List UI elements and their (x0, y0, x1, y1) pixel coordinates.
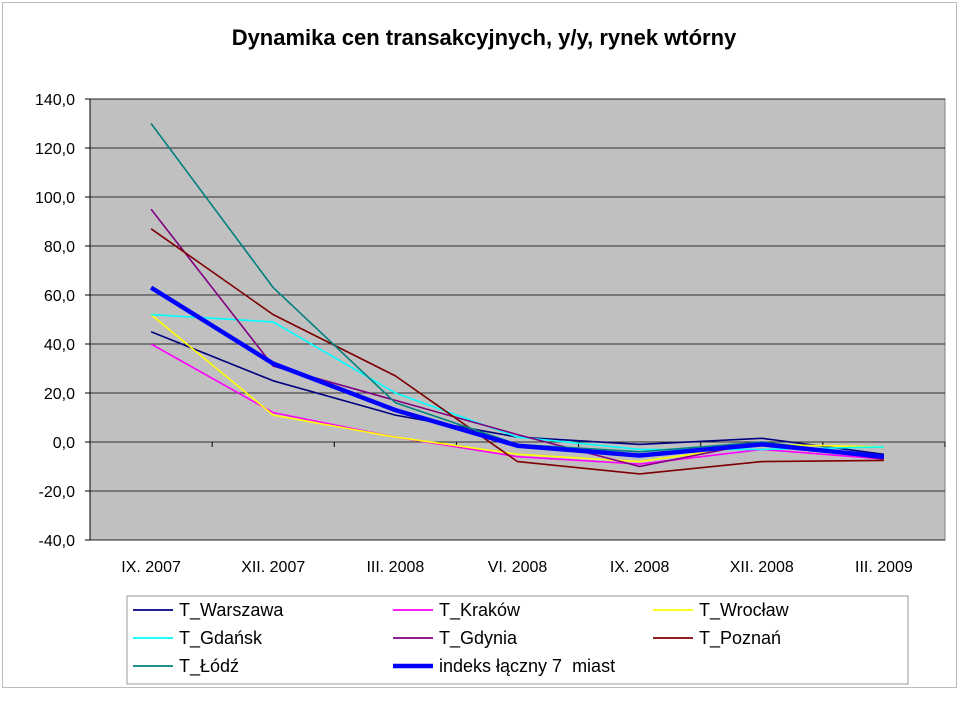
plot-background (89, 98, 946, 541)
x-tick-label: III. 2008 (366, 559, 424, 576)
legend-box (126, 595, 909, 685)
series-line-t-gdańsk (151, 313, 884, 451)
legend-label: T_Wrocław (699, 600, 790, 621)
legend: T_Warszawa T_Kraków T_Wrocław T_Gdańsk T_Gdy… (126, 595, 909, 685)
series-layer (149, 123, 885, 475)
legend-label: T_Poznań (699, 628, 781, 649)
x-tick-label: XII. 2007 (241, 559, 305, 576)
legend-label: T_Gdynia (439, 628, 518, 649)
y-axis: 140,0 120,0 100,0 80,0 60,0 40,0 20,0 0,0 -20,0 -… (35, 92, 91, 550)
y-tick-label: 80,0 (44, 239, 75, 256)
legend-label: indeks łączny 7 miast (439, 656, 615, 676)
y-tick-label: 100,0 (35, 190, 75, 207)
series-line-indeks-łączny-7-miast (149, 285, 885, 459)
y-tick-label: -40,0 (39, 533, 76, 550)
line-chart: Dynamika cen transakcyjnych, y/y, rynek … (35, 25, 946, 689)
x-tick-label: III. 2009 (855, 559, 913, 576)
legend-label: T_Kraków (439, 600, 521, 621)
x-tick-label: IX. 2008 (610, 559, 670, 576)
y-tick-label: 140,0 (35, 92, 75, 109)
x-tick-label: XII. 2008 (730, 559, 794, 576)
chart-frame: Dynamika cen transakcyjnych, y/y, rynek … (2, 2, 957, 689)
y-tick-label: 40,0 (44, 337, 75, 354)
series-line-t-poznań (150, 228, 884, 475)
x-tick-label: IX. 2007 (121, 559, 181, 576)
y-tick-label: 0,0 (53, 435, 75, 452)
plot-area (89, 98, 946, 541)
legend-label: T_Łódź (179, 656, 239, 677)
y-tick-label: 120,0 (35, 141, 75, 158)
chart-title: Dynamika cen transakcyjnych, y/y, rynek … (232, 25, 737, 50)
y-tick-label: 20,0 (44, 386, 75, 403)
y-tick-label: 60,0 (44, 288, 75, 305)
x-axis: IX. 2007 XII. 2007 III. 2008 VI. 2008 IX. 20… (89, 442, 946, 576)
legend-label: T_Warszawa (179, 600, 284, 621)
page-number: 5 (925, 687, 935, 689)
legend-label: T_Gdańsk (179, 628, 263, 649)
y-tick-label: -20,0 (39, 484, 76, 501)
x-tick-label: VI. 2008 (488, 559, 548, 576)
